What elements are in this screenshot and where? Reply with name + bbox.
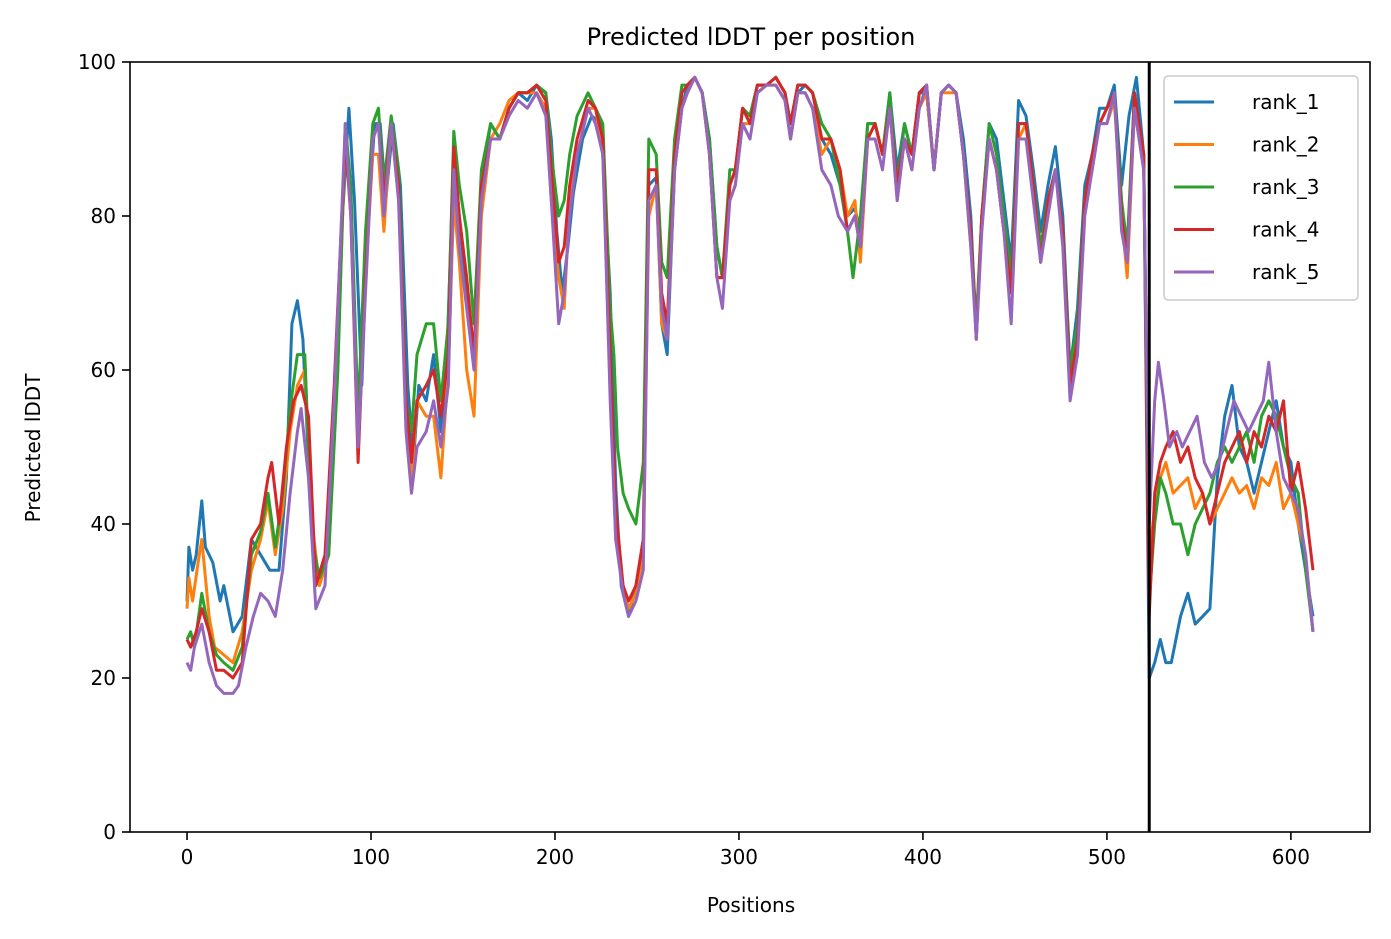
x-axis-title: Positions bbox=[707, 893, 795, 917]
x-tick-label: 500 bbox=[1088, 845, 1126, 869]
y-tick-label: 0 bbox=[103, 820, 116, 844]
x-tick-label: 400 bbox=[904, 845, 942, 869]
x-tick-label: 0 bbox=[181, 845, 194, 869]
legend-label-rank_5: rank_5 bbox=[1252, 260, 1319, 284]
legend: rank_1 rank_2 rank_3 rank_4 rank_5 bbox=[1163, 75, 1359, 301]
legend-label-rank_2: rank_2 bbox=[1252, 133, 1319, 157]
x-tick-label: 300 bbox=[720, 845, 758, 869]
x-axis: 0 100 200 300 400 500 600 bbox=[181, 832, 1310, 869]
y-axis-title: Predicted lDDT bbox=[21, 373, 45, 523]
legend-box bbox=[1163, 75, 1359, 301]
y-tick-label: 80 bbox=[91, 204, 116, 228]
legend-label-rank_4: rank_4 bbox=[1252, 218, 1319, 242]
legend-label-rank_1: rank_1 bbox=[1252, 90, 1319, 114]
x-tick-label: 200 bbox=[536, 845, 574, 869]
x-tick-label: 600 bbox=[1272, 845, 1310, 869]
plot-area bbox=[129, 61, 1371, 833]
series-line-rank_5 bbox=[185, 75, 1315, 695]
y-tick-label: 100 bbox=[78, 50, 116, 74]
y-axis: 0 20 40 60 80 100 bbox=[78, 50, 130, 844]
x-tick-label: 100 bbox=[352, 845, 390, 869]
legend-label-rank_3: rank_3 bbox=[1252, 175, 1319, 199]
axes-frame bbox=[129, 61, 1371, 833]
y-tick-label: 20 bbox=[91, 666, 116, 690]
y-tick-label: 40 bbox=[91, 512, 116, 536]
y-tick-label: 60 bbox=[91, 358, 116, 382]
chart-title: Predicted lDDT per position bbox=[587, 23, 916, 51]
